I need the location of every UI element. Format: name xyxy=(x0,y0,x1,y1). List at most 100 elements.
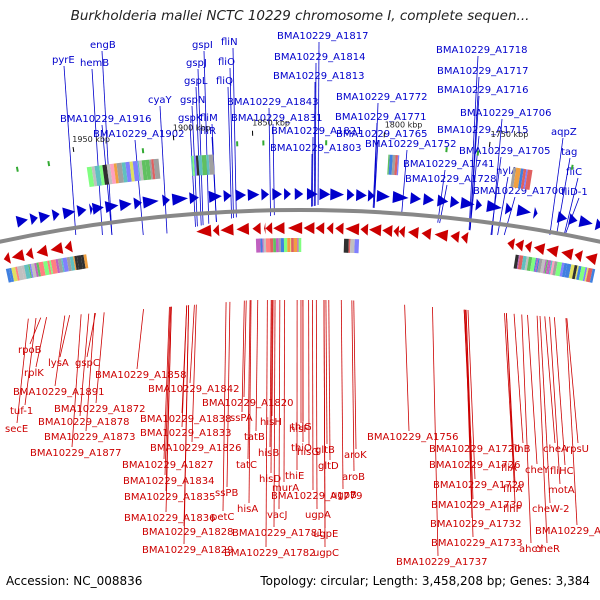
label-leader-line xyxy=(401,149,408,215)
label-leader-line xyxy=(317,41,320,206)
feature-category-bar xyxy=(121,162,128,183)
accession-text: Accession: NC_008836 xyxy=(6,574,143,588)
label-leader-line xyxy=(506,313,516,504)
label-leader-line xyxy=(203,50,210,224)
reverse-gene-arrow xyxy=(50,242,64,254)
forward-gene-arrow xyxy=(410,192,422,205)
reverse-gene-arrow xyxy=(252,222,261,235)
feature-category-bar xyxy=(116,162,124,184)
gene-label-reverse: BMA10229_A1838 xyxy=(140,414,231,425)
label-leader-line xyxy=(271,299,274,417)
feature-category-bar xyxy=(394,155,399,176)
label-leader-line xyxy=(248,300,252,504)
gene-label-forward: BMA10229_A1821 xyxy=(271,126,362,137)
feature-category-bar xyxy=(283,238,288,253)
label-leader-line xyxy=(16,318,29,424)
reverse-gene-arrow xyxy=(585,253,598,266)
label-leader-line xyxy=(465,309,474,538)
gene-label-forward: cyaY xyxy=(148,95,173,106)
feature-category-bar xyxy=(91,166,98,187)
feature-category-bar xyxy=(60,258,65,273)
forward-gene-arrow xyxy=(578,215,593,228)
gene-label-forward: fliM xyxy=(200,113,218,124)
feature-category-bar xyxy=(287,238,291,253)
feature-category-bar xyxy=(49,260,54,275)
reverse-gene-arrow xyxy=(3,252,11,264)
label-leader-line xyxy=(85,313,95,432)
gene-label-reverse: BMA10229_A1730 xyxy=(431,500,522,511)
gene-label-forward: BMA10229_A1831 xyxy=(231,113,322,124)
feature-category-bar xyxy=(125,161,132,183)
reverse-gene-arrow xyxy=(524,240,533,253)
feature-category-bar xyxy=(50,259,58,274)
gene-label-forward: fliR xyxy=(200,126,216,137)
feature-category-bar xyxy=(387,154,390,175)
label-leader-line xyxy=(325,299,328,445)
gene-label-reverse: rpsU xyxy=(566,444,589,455)
gene-label-forward: gspN xyxy=(180,95,205,106)
feature-category-bar xyxy=(574,265,579,280)
feature-category-bar xyxy=(578,266,586,281)
feature-category-bar xyxy=(290,238,292,253)
feature-category-bar xyxy=(262,238,264,253)
rna-feature xyxy=(141,148,145,154)
gene-label-forward: BMA10229_A1706 xyxy=(460,108,551,119)
forward-gene-arrow xyxy=(142,196,159,209)
gene-label-reverse: thiO xyxy=(291,443,312,454)
label-leader-line xyxy=(467,309,476,480)
forward-gene-arrow xyxy=(235,189,247,202)
reverse-gene-arrow xyxy=(360,223,369,236)
reverse-gene-arrow xyxy=(450,230,460,243)
gene-label-reverse: tatC xyxy=(236,460,257,471)
gene-label-forward: BMA10229_A1916 xyxy=(60,114,151,125)
gene-label-reverse: BMA10229_A1877 xyxy=(30,448,121,459)
gene-label-forward: fliO xyxy=(218,57,235,68)
feature-category-bar xyxy=(208,154,215,175)
gene-label-forward: BMA10229_A1705 xyxy=(459,146,550,157)
feature-category-bar xyxy=(350,238,355,254)
gene-label-reverse: hisB xyxy=(258,448,279,459)
gene-label-reverse: BMA10229_A1827 xyxy=(122,460,213,471)
gene-label-forward: BMA10229_A1718 xyxy=(436,45,527,56)
reverse-gene-arrow xyxy=(196,224,212,237)
feature-category-bar xyxy=(132,160,140,182)
forward-gene-arrow xyxy=(294,188,304,201)
gene-label-reverse: BMA10229_A1686 xyxy=(535,526,600,537)
label-leader-line xyxy=(35,317,47,368)
feature-category-bar xyxy=(516,255,520,270)
label-leader-line xyxy=(255,299,259,432)
feature-category-bar xyxy=(520,168,527,189)
gene-label-reverse: BMA10229_A1782 xyxy=(224,548,315,559)
gene-label-reverse: ugpB xyxy=(331,490,357,501)
label-leader-line xyxy=(563,177,579,236)
label-leader-line xyxy=(229,67,234,219)
gene-label-forward: BMA10229_A1717 xyxy=(437,66,528,77)
feature-category-bar xyxy=(585,267,593,283)
feature-category-bar xyxy=(198,155,203,176)
label-leader-line xyxy=(539,315,551,504)
feature-category-bar xyxy=(545,259,550,275)
label-leader-line xyxy=(163,306,170,460)
reverse-gene-labels: rpoBrplKlysAgspCBMA10229_A1891tuf-1secEB… xyxy=(5,299,600,568)
gene-label-forward: aqpZ xyxy=(551,127,577,138)
gene-label-reverse: petC xyxy=(211,512,234,523)
gene-label-reverse: thiG xyxy=(291,422,312,433)
gene-label-forward: BMA10229_A1814 xyxy=(274,52,365,63)
label-leader-line xyxy=(549,316,561,485)
reverse-gene-arrow xyxy=(335,222,344,235)
forward-gene-arrow xyxy=(133,197,142,210)
backbone-circle xyxy=(0,208,600,244)
feature-category-bar xyxy=(195,155,200,176)
label-leader-line xyxy=(353,300,357,450)
reverse-gene-arrow xyxy=(574,250,583,263)
label-leader-line xyxy=(536,315,548,544)
label-leader-line xyxy=(432,307,439,557)
feature-category-bar xyxy=(23,264,31,279)
feature-category-bar xyxy=(533,257,537,272)
gene-label-reverse: BMA10229_A1836 xyxy=(124,513,215,524)
gene-label-reverse: ugpC xyxy=(313,548,339,559)
tick-label: 1900 kbp xyxy=(173,123,211,132)
label-leader-line xyxy=(197,68,204,226)
label-leader-line xyxy=(63,65,77,236)
feature-category-bar xyxy=(206,154,210,175)
